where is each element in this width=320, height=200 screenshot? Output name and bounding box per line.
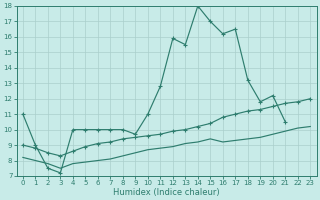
- X-axis label: Humidex (Indice chaleur): Humidex (Indice chaleur): [113, 188, 220, 197]
